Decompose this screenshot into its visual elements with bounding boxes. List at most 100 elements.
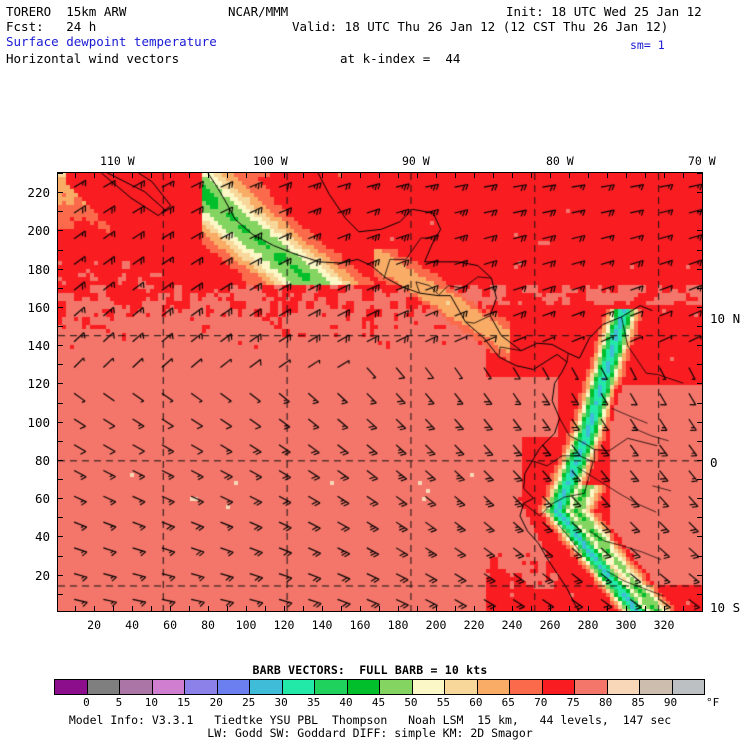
tick-mark bbox=[436, 173, 437, 178]
tick-mark bbox=[607, 606, 608, 611]
tick-mark bbox=[58, 326, 63, 327]
colorbar-swatch bbox=[671, 680, 704, 694]
tick-mark bbox=[58, 460, 63, 461]
tick-mark bbox=[246, 173, 247, 178]
vector-field-label: Horizontal wind vectors bbox=[6, 51, 180, 66]
tick-mark bbox=[227, 606, 228, 611]
x-axis-tick-label: 300 bbox=[615, 618, 637, 632]
tick-mark bbox=[303, 606, 304, 611]
colorbar-swatch bbox=[476, 680, 509, 694]
tick-mark bbox=[379, 173, 380, 178]
y-axis-tick-label: 20 bbox=[34, 567, 50, 583]
barb-legend-text: BARB VECTORS: FULL BARB = 10 kts bbox=[252, 663, 488, 677]
lon-label-110w: 110 W bbox=[100, 154, 135, 168]
tick-mark bbox=[341, 606, 342, 611]
tick-mark bbox=[58, 230, 63, 231]
tick-mark bbox=[697, 211, 702, 212]
tick-mark bbox=[58, 556, 63, 557]
tick-mark bbox=[474, 173, 475, 178]
tick-mark bbox=[322, 606, 323, 611]
tick-mark bbox=[189, 606, 190, 611]
tick-mark bbox=[588, 606, 589, 611]
tick-mark bbox=[697, 364, 702, 365]
colorbar-tick: 5 bbox=[115, 696, 123, 709]
tick-mark bbox=[75, 173, 76, 178]
tick-mark bbox=[512, 606, 513, 611]
colorbar-swatch bbox=[151, 680, 184, 694]
map-plot-area[interactable] bbox=[57, 172, 703, 612]
tick-mark bbox=[58, 383, 63, 384]
colorbar-swatch bbox=[55, 680, 87, 694]
tick-mark bbox=[474, 606, 475, 611]
tick-mark bbox=[132, 173, 133, 178]
colorbar-tick: 70 bbox=[534, 696, 548, 709]
valid-time: Valid: 18 UTC Thu 26 Jan 12 (12 CST Thu … bbox=[292, 19, 669, 34]
colorbar-tick: 20 bbox=[209, 696, 223, 709]
tick-mark bbox=[697, 269, 702, 270]
tick-mark bbox=[58, 575, 63, 576]
x-axis-tick-label: 240 bbox=[501, 618, 523, 632]
colorbar[interactable] bbox=[54, 679, 705, 695]
tick-mark bbox=[151, 173, 152, 178]
tick-mark bbox=[645, 606, 646, 611]
colorbar-tick: 30 bbox=[274, 696, 288, 709]
tick-mark bbox=[341, 173, 342, 178]
tick-mark bbox=[697, 460, 702, 461]
colorbar-tick-labels: 0 5 10 15 20 25 30 35 40 45 50 55 60 65 70 75 80 85 90 bbox=[54, 696, 705, 710]
colorbar-tick: 40 bbox=[339, 696, 353, 709]
wind-barb-layer bbox=[58, 173, 702, 611]
y-axis-tick-label: 120 bbox=[27, 376, 50, 392]
tick-mark bbox=[113, 173, 114, 178]
lat-label-10n: 10 N bbox=[710, 311, 740, 326]
tick-mark bbox=[246, 606, 247, 611]
tick-mark bbox=[455, 173, 456, 178]
colorbar-tick: 75 bbox=[566, 696, 580, 709]
tick-mark bbox=[284, 606, 285, 611]
tick-mark bbox=[208, 606, 209, 611]
colorbar-swatch bbox=[314, 680, 347, 694]
tick-mark bbox=[512, 173, 513, 178]
model-info-line2: LW: Godd SW: Goddard DIFF: simple KM: 2D… bbox=[207, 726, 533, 740]
y-axis-tick-label: 180 bbox=[27, 261, 50, 277]
tick-mark bbox=[697, 575, 702, 576]
x-axis-tick-label: 80 bbox=[201, 618, 215, 632]
y-axis-tick-label: 60 bbox=[34, 491, 50, 507]
tick-mark bbox=[607, 173, 608, 178]
y-axis-tick-label: 100 bbox=[27, 414, 50, 430]
tick-mark bbox=[550, 173, 551, 178]
colorbar-tick: 55 bbox=[436, 696, 451, 709]
colorbar-swatch bbox=[574, 680, 607, 694]
forecast-hour: Fcst: 24 h bbox=[6, 19, 97, 34]
colorbar-tick: 35 bbox=[306, 696, 321, 709]
tick-mark bbox=[189, 173, 190, 178]
tick-mark bbox=[697, 441, 702, 442]
tick-mark bbox=[208, 173, 209, 178]
tick-mark bbox=[569, 173, 570, 178]
colorbar-tick: 0 bbox=[83, 696, 90, 709]
lon-label-100w: 100 W bbox=[253, 154, 288, 168]
x-axis-tick-label: 120 bbox=[273, 618, 295, 632]
tick-mark bbox=[683, 606, 684, 611]
tick-mark bbox=[697, 250, 702, 251]
tick-mark bbox=[227, 173, 228, 178]
tick-mark bbox=[58, 211, 63, 212]
colorbar-swatch bbox=[249, 680, 282, 694]
tick-mark bbox=[58, 422, 63, 423]
tick-mark bbox=[360, 606, 361, 611]
colorbar-swatch bbox=[119, 680, 152, 694]
tick-mark bbox=[58, 364, 63, 365]
tick-mark bbox=[417, 606, 418, 611]
x-axis-tick-label: 220 bbox=[463, 618, 485, 632]
header-block: TORERO 15km ARW NCAR/MMM Init: 18 UTC We… bbox=[0, 0, 740, 70]
tick-mark bbox=[697, 479, 702, 480]
tick-mark bbox=[58, 594, 63, 595]
colorbar-swatch bbox=[639, 680, 672, 694]
tick-mark bbox=[569, 606, 570, 611]
tick-mark bbox=[683, 173, 684, 178]
lon-label-70w: 70 W bbox=[688, 154, 716, 168]
tick-mark bbox=[697, 383, 702, 384]
tick-mark bbox=[58, 307, 63, 308]
tick-mark bbox=[170, 606, 171, 611]
tick-mark bbox=[284, 173, 285, 178]
model-name: TORERO 15km ARW bbox=[6, 4, 127, 19]
